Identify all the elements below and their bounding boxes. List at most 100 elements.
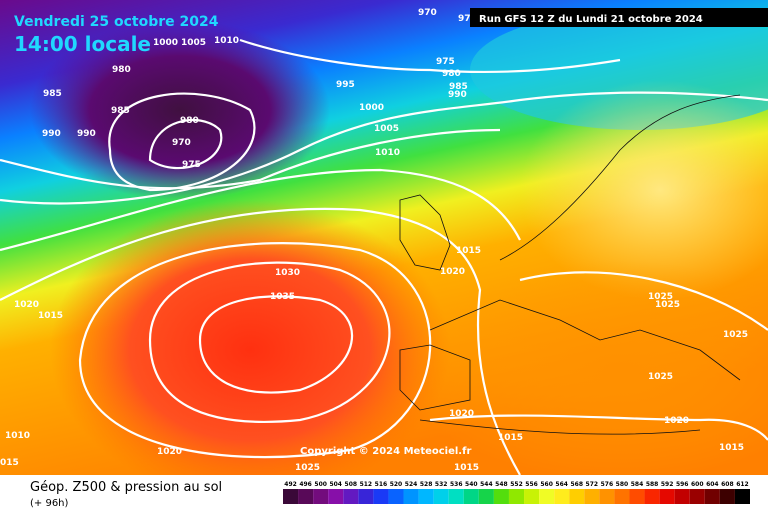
isobar-label: 1025	[655, 300, 680, 310]
field	[400, 260, 768, 480]
scale-label: 556	[525, 481, 538, 488]
isobar-label: 1025	[648, 372, 673, 382]
scale-swatch	[373, 489, 389, 504]
isobar-label: 1015	[38, 311, 63, 321]
scale-label: 512	[360, 481, 373, 488]
scale-swatch	[388, 489, 404, 504]
isobar-label: 1020	[440, 267, 465, 277]
scale-swatch	[674, 489, 690, 504]
scale-label: 552	[510, 481, 523, 488]
color-scale: 492 496 500 504 508 512 516 520 524 528 532 536 540 5…	[283, 481, 750, 504]
scale-swatch	[554, 489, 570, 504]
isobar-label: 1015	[498, 433, 523, 443]
scale-swatch	[539, 489, 555, 504]
field	[520, 80, 768, 300]
legend-subtitle: (+ 96h)	[30, 498, 69, 509]
isobar-label: 1005	[374, 124, 399, 134]
isobar-label: 985	[449, 82, 468, 92]
scale-label: 504	[329, 481, 342, 488]
scale-label: 568	[570, 481, 583, 488]
scale-swatch	[659, 489, 675, 504]
isobar-label: 1010	[375, 148, 400, 158]
scale-label: 596	[676, 481, 689, 488]
scale-swatch	[478, 489, 494, 504]
scale-swatch	[719, 489, 735, 504]
scale-swatch	[689, 489, 705, 504]
isobar-label: 1020	[14, 300, 39, 310]
isobar-label: 015	[0, 458, 19, 468]
scale-label: 528	[420, 481, 433, 488]
scale-label: 516	[375, 481, 388, 488]
scale-swatch	[508, 489, 525, 504]
isobar-label: 1010	[5, 431, 30, 441]
scale-swatch	[599, 489, 615, 504]
scale-swatch	[614, 489, 630, 504]
isobar-label: 970	[418, 8, 437, 18]
scale-label: 496	[299, 481, 312, 488]
date: Vendredi 25 octobre 2024	[14, 14, 219, 30]
scale-label: 572	[586, 481, 599, 488]
scale-swatch	[448, 489, 464, 504]
isobar-label: 980	[112, 65, 131, 75]
isobar-label: 990	[77, 129, 96, 139]
local-time: 14:00 locale	[14, 32, 151, 56]
isobar-label: 1035	[270, 292, 295, 302]
isobar-label: 1015	[456, 246, 481, 256]
scale-label: 532	[435, 481, 448, 488]
isobar-label: 1010	[214, 36, 239, 46]
scale-label: 604	[706, 481, 719, 488]
scale-label: 548	[495, 481, 508, 488]
scale-label: 560	[540, 481, 553, 488]
scale-swatch	[418, 489, 434, 504]
scale-label: 576	[601, 481, 614, 488]
scale-label: 544	[480, 481, 493, 488]
coastlines	[399, 94, 741, 435]
scale-label: 564	[555, 481, 568, 488]
scale-swatch	[704, 489, 720, 504]
scale-label: 592	[661, 481, 674, 488]
isobar-lines	[0, 38, 768, 476]
scale-swatch	[644, 489, 660, 504]
scale-label: 492	[284, 481, 297, 488]
field	[30, 20, 330, 200]
scale-swatch	[433, 489, 449, 504]
scale-swatch	[629, 489, 645, 504]
isobar-label: 995	[336, 80, 355, 90]
scale-label: 508	[345, 481, 358, 488]
scale-swatch	[403, 489, 419, 504]
isobar-label: 1005	[181, 38, 206, 48]
scale-label: 500	[314, 481, 327, 488]
scale-label: 520	[390, 481, 403, 488]
isobar-label: 1000	[359, 103, 384, 113]
scale-label: 588	[646, 481, 659, 488]
isobar-label: 1030	[275, 268, 300, 278]
scale-swatch	[298, 489, 314, 504]
scale-swatch	[493, 489, 509, 504]
scale-swatch	[358, 489, 374, 504]
scale-label: 608	[721, 481, 734, 488]
isobar-label: 985	[43, 89, 62, 99]
scale-label: 580	[616, 481, 629, 488]
isobar-label: 1015	[454, 463, 479, 473]
isobar-label: 980	[442, 69, 461, 79]
scale-swatch	[328, 489, 344, 504]
scale-label: 612	[736, 481, 749, 488]
scale-swatch	[463, 489, 479, 504]
isobar-label: 1015	[719, 443, 744, 453]
isobar-label: 970	[172, 138, 191, 148]
isobar-label: 1025	[723, 330, 748, 340]
isobar-label: 97	[458, 14, 471, 24]
scale-label: 524	[405, 481, 418, 488]
scale-swatch	[283, 489, 299, 504]
scale-swatch	[343, 489, 359, 504]
scale-swatch	[524, 489, 540, 504]
isobar-label: 1025	[295, 463, 320, 473]
isobar-label: 1020	[157, 447, 182, 457]
copyright: Copyright © 2024 Meteociel.fr	[300, 446, 471, 457]
run-info: Run GFS 12 Z du Lundi 21 octobre 2024	[479, 14, 703, 25]
isobar-label: 975	[182, 160, 201, 170]
run-banner	[470, 8, 768, 27]
isobar-label: 990	[448, 90, 467, 100]
